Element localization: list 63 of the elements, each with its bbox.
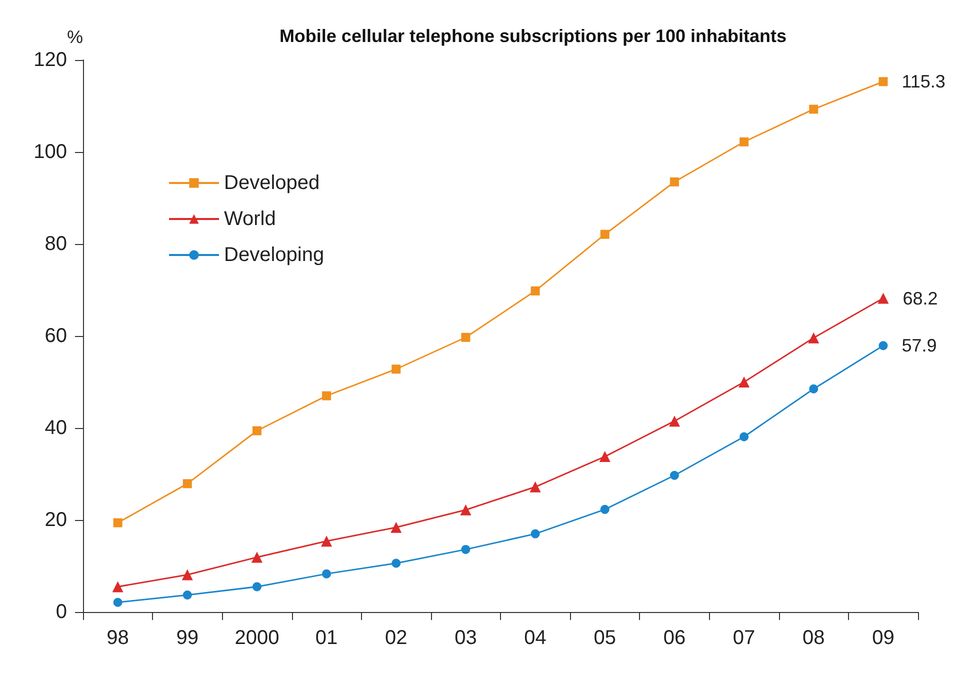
point <box>878 341 888 350</box>
point <box>530 481 541 492</box>
point <box>321 536 332 547</box>
x-tick-label: 98 <box>106 627 129 649</box>
point <box>461 332 470 342</box>
point <box>252 426 262 436</box>
x-tick-label: 02 <box>385 627 408 649</box>
point <box>740 137 749 146</box>
point <box>182 569 193 580</box>
data-label: 115.3 <box>902 72 946 92</box>
point <box>668 416 680 427</box>
point <box>808 332 820 344</box>
chart-title: Mobile cellular telephone subscriptions per 100 inhabitants <box>279 26 787 46</box>
point <box>878 292 889 304</box>
point <box>252 582 262 592</box>
point <box>670 470 679 480</box>
x-tick-label: 07 <box>732 627 756 649</box>
point <box>670 177 679 186</box>
x-tick-label: 09 <box>872 627 894 649</box>
point <box>182 479 192 488</box>
data-label: 57.9 <box>902 336 937 356</box>
x-tick-label: 01 <box>315 627 338 649</box>
point <box>461 544 470 554</box>
point <box>392 364 401 374</box>
y-tick-label: 80 <box>44 233 67 255</box>
x-tick-label: 08 <box>802 627 825 649</box>
y-tick-label: 100 <box>34 141 67 163</box>
point <box>113 518 122 528</box>
y-tick-label: 20 <box>44 509 67 531</box>
point <box>740 432 749 442</box>
point <box>460 504 472 516</box>
x-tick-label: 03 <box>454 627 477 649</box>
point <box>809 104 818 114</box>
x-tick-label: 04 <box>524 627 546 649</box>
point <box>530 286 540 296</box>
point <box>112 581 124 592</box>
point <box>322 391 332 400</box>
point <box>600 230 610 239</box>
legend-label: World <box>224 208 276 230</box>
point <box>392 558 401 568</box>
point <box>390 522 402 533</box>
x-tick-label: 05 <box>594 627 616 649</box>
y-axis-title: % <box>66 27 83 47</box>
point <box>113 598 122 607</box>
x-tick-label: 06 <box>663 627 686 649</box>
y-tick-label: 120 <box>34 49 67 71</box>
point <box>809 384 818 394</box>
point <box>738 376 750 388</box>
y-tick-label: 40 <box>44 417 67 439</box>
x-tick-label: 2000 <box>234 627 280 649</box>
data-label: 68.2 <box>902 288 938 308</box>
legend-label: Developing <box>224 244 324 266</box>
y-tick-label: 60 <box>44 325 67 347</box>
point <box>600 504 610 514</box>
y-tick-label: 0 <box>56 601 67 623</box>
point <box>530 529 540 538</box>
point <box>251 552 262 563</box>
point <box>322 569 332 578</box>
point <box>878 77 888 86</box>
x-tick-label: 99 <box>176 627 198 649</box>
point <box>599 451 610 462</box>
legend-label: Developed <box>224 172 320 194</box>
point <box>182 590 192 600</box>
